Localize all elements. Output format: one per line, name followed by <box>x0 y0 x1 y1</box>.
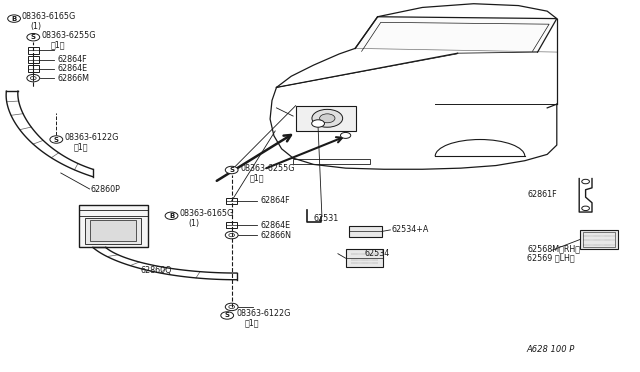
Text: 62864F: 62864F <box>260 196 290 205</box>
Bar <box>28 56 39 63</box>
Circle shape <box>312 120 324 127</box>
Circle shape <box>27 33 40 41</box>
Circle shape <box>340 132 351 138</box>
Circle shape <box>225 303 238 311</box>
Text: （1）: （1） <box>245 319 260 328</box>
Text: 62860P: 62860P <box>91 185 121 194</box>
Text: 62866M: 62866M <box>58 74 90 83</box>
Bar <box>293 159 370 164</box>
Circle shape <box>229 234 235 237</box>
Bar <box>28 65 39 72</box>
Text: A628 100 P: A628 100 P <box>526 344 574 353</box>
Text: (1): (1) <box>31 22 42 31</box>
Bar <box>226 222 237 228</box>
Text: 62860Q: 62860Q <box>141 266 172 275</box>
Bar <box>28 47 39 54</box>
Circle shape <box>50 136 63 143</box>
Text: 08363-6165G: 08363-6165G <box>180 209 234 218</box>
Circle shape <box>229 305 235 309</box>
Bar <box>580 230 618 249</box>
Circle shape <box>225 166 238 174</box>
Text: 62534: 62534 <box>365 249 390 258</box>
Text: （1）: （1） <box>51 41 65 49</box>
Circle shape <box>312 109 342 127</box>
Text: 08363-6122G: 08363-6122G <box>65 133 119 142</box>
Bar <box>349 226 382 237</box>
Circle shape <box>31 77 36 80</box>
Text: 62861F: 62861F <box>527 190 557 199</box>
Circle shape <box>319 114 335 123</box>
Circle shape <box>582 206 589 211</box>
Polygon shape <box>355 17 557 52</box>
Circle shape <box>582 179 589 184</box>
Circle shape <box>221 312 234 319</box>
Bar <box>90 220 136 241</box>
Text: 08363-6255G: 08363-6255G <box>241 164 295 173</box>
Text: 08363-6122G: 08363-6122G <box>236 309 291 318</box>
Text: 08363-6255G: 08363-6255G <box>42 31 96 40</box>
Text: (1): (1) <box>189 219 200 228</box>
Text: 62866N: 62866N <box>260 231 291 240</box>
Bar <box>296 106 356 131</box>
Text: S: S <box>225 312 230 318</box>
Bar <box>583 232 615 247</box>
Text: S: S <box>54 137 59 142</box>
Text: 62864E: 62864E <box>58 64 88 73</box>
Text: 62534+A: 62534+A <box>392 225 429 234</box>
Circle shape <box>165 212 178 219</box>
Bar <box>85 218 141 244</box>
Text: S: S <box>31 34 36 40</box>
Text: 62864E: 62864E <box>260 221 291 230</box>
Bar <box>226 198 237 204</box>
Text: （1）: （1） <box>250 173 264 182</box>
Bar <box>346 249 383 267</box>
Text: B: B <box>169 213 174 219</box>
Text: 62864F: 62864F <box>58 55 87 64</box>
Text: （1）: （1） <box>74 143 88 152</box>
Bar <box>79 205 148 247</box>
Text: 62531: 62531 <box>314 214 339 223</box>
Circle shape <box>8 15 20 22</box>
Circle shape <box>27 74 40 82</box>
Text: 62569 （LH）: 62569 （LH） <box>527 253 575 262</box>
Text: S: S <box>229 167 234 173</box>
Text: 62568M（RH）: 62568M（RH） <box>527 244 580 253</box>
Text: 08363-6165G: 08363-6165G <box>22 12 76 21</box>
Text: B: B <box>12 16 17 22</box>
Circle shape <box>225 231 238 239</box>
